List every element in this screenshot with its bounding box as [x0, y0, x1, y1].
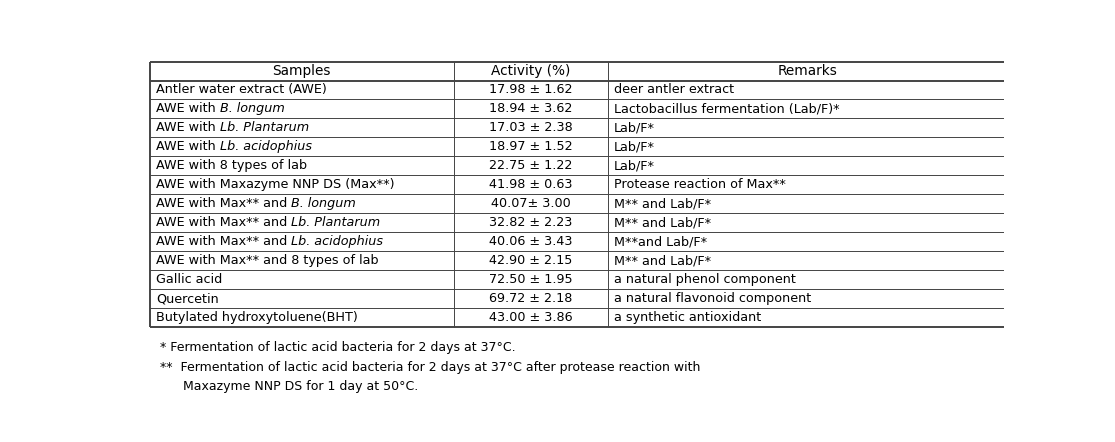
- Text: AWE with Maxazyme NNP DS (Max**): AWE with Maxazyme NNP DS (Max**): [156, 178, 395, 191]
- Text: Protease reaction of Max**: Protease reaction of Max**: [613, 178, 786, 191]
- Text: Lab/F*: Lab/F*: [613, 159, 655, 172]
- Text: 18.94 ± 3.62: 18.94 ± 3.62: [489, 103, 572, 115]
- Text: a natural flavonoid component: a natural flavonoid component: [613, 292, 811, 305]
- Text: AWE with Max** and: AWE with Max** and: [156, 197, 291, 210]
- Text: Activity (%): Activity (%): [491, 64, 571, 78]
- Text: Lb. Plantarum: Lb. Plantarum: [291, 216, 380, 229]
- Text: Lab/F*: Lab/F*: [613, 141, 655, 153]
- Text: AWE with Max** and 8 types of lab: AWE with Max** and 8 types of lab: [156, 254, 378, 267]
- Text: 43.00 ± 3.86: 43.00 ± 3.86: [489, 311, 573, 324]
- Text: * Fermentation of lactic acid bacteria for 2 days at 37°C.: * Fermentation of lactic acid bacteria f…: [161, 341, 516, 354]
- Text: 41.98 ± 0.63: 41.98 ± 0.63: [489, 178, 573, 191]
- Text: AWE with: AWE with: [156, 103, 220, 115]
- Text: AWE with: AWE with: [156, 122, 220, 134]
- Text: B. longum: B. longum: [220, 103, 284, 115]
- Text: 72.50 ± 1.95: 72.50 ± 1.95: [489, 273, 573, 286]
- Text: 32.82 ± 2.23: 32.82 ± 2.23: [489, 216, 572, 229]
- Text: 69.72 ± 2.18: 69.72 ± 2.18: [489, 292, 572, 305]
- Text: Antler water extract (AWE): Antler water extract (AWE): [156, 84, 327, 96]
- Text: 17.98 ± 1.62: 17.98 ± 1.62: [489, 84, 573, 96]
- Text: 17.03 ± 2.38: 17.03 ± 2.38: [489, 122, 573, 134]
- Text: 40.06 ± 3.43: 40.06 ± 3.43: [489, 235, 573, 248]
- Text: 18.97 ± 1.52: 18.97 ± 1.52: [489, 141, 573, 153]
- Text: Quercetin: Quercetin: [156, 292, 219, 305]
- Text: Maxazyme NNP DS for 1 day at 50°C.: Maxazyme NNP DS for 1 day at 50°C.: [167, 381, 418, 393]
- Text: B. longum: B. longum: [291, 197, 356, 210]
- Text: AWE with Max** and: AWE with Max** and: [156, 235, 291, 248]
- Text: AWE with: AWE with: [156, 141, 220, 153]
- Text: Lb. acidophius: Lb. acidophius: [291, 235, 384, 248]
- Text: 42.90 ± 2.15: 42.90 ± 2.15: [489, 254, 572, 267]
- Text: Lb. Plantarum: Lb. Plantarum: [220, 122, 309, 134]
- Text: **  Fermentation of lactic acid bacteria for 2 days at 37°C after protease react: ** Fermentation of lactic acid bacteria …: [161, 361, 700, 374]
- Text: Remarks: Remarks: [777, 64, 837, 78]
- Text: M** and Lab/F*: M** and Lab/F*: [613, 254, 711, 267]
- Text: M** and Lab/F*: M** and Lab/F*: [613, 197, 711, 210]
- Text: Butylated hydroxytoluene(BHT): Butylated hydroxytoluene(BHT): [156, 311, 358, 324]
- Text: AWE with 8 types of lab: AWE with 8 types of lab: [156, 159, 307, 172]
- Text: a synthetic antioxidant: a synthetic antioxidant: [613, 311, 762, 324]
- Text: Gallic acid: Gallic acid: [156, 273, 222, 286]
- Text: Lb. acidophius: Lb. acidophius: [220, 141, 311, 153]
- Text: M** and Lab/F*: M** and Lab/F*: [613, 216, 711, 229]
- Text: AWE with Max** and: AWE with Max** and: [156, 216, 291, 229]
- Text: Lab/F*: Lab/F*: [613, 122, 655, 134]
- Text: a natural phenol component: a natural phenol component: [613, 273, 796, 286]
- Text: Samples: Samples: [272, 64, 331, 78]
- Text: M**and Lab/F*: M**and Lab/F*: [613, 235, 707, 248]
- Text: 22.75 ± 1.22: 22.75 ± 1.22: [489, 159, 572, 172]
- Text: Lactobacillus fermentation (Lab/F)*: Lactobacillus fermentation (Lab/F)*: [613, 103, 840, 115]
- Text: deer antler extract: deer antler extract: [613, 84, 734, 96]
- Text: 40.07± 3.00: 40.07± 3.00: [491, 197, 571, 210]
